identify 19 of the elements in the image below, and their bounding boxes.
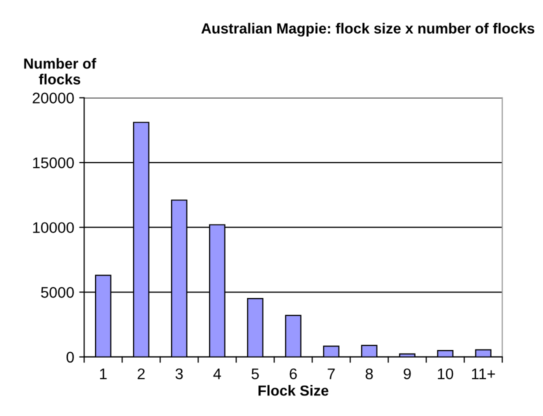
x-tick-label: 2 <box>138 368 145 380</box>
x-tick-label: 3 <box>176 368 183 380</box>
x-tick-label: 11+ <box>472 368 495 380</box>
y-tick-label: 20000 <box>32 92 74 104</box>
x-tick-label: 8 <box>366 368 373 380</box>
x-axis-title: Flock Size <box>258 385 328 396</box>
x-tick-label: 1 <box>100 368 107 380</box>
x-tick-label: 4 <box>213 368 221 380</box>
y-tick-label: 10000 <box>33 222 74 234</box>
x-tick-label: 7 <box>328 368 335 380</box>
x-tick-label: 6 <box>290 368 297 380</box>
y-axis-title: Number of flocks <box>24 58 96 84</box>
chart-title: Australian Magpie: flock size x number of flocks <box>201 22 534 37</box>
x-tick-label: 9 <box>404 368 411 380</box>
y-tick-label: 5000 <box>41 287 74 298</box>
x-tick-label: 10 <box>438 368 454 380</box>
y-tick-label: 15000 <box>33 157 74 168</box>
x-tick-label: 5 <box>252 368 259 380</box>
y-tick-label: 0 <box>66 352 74 363</box>
